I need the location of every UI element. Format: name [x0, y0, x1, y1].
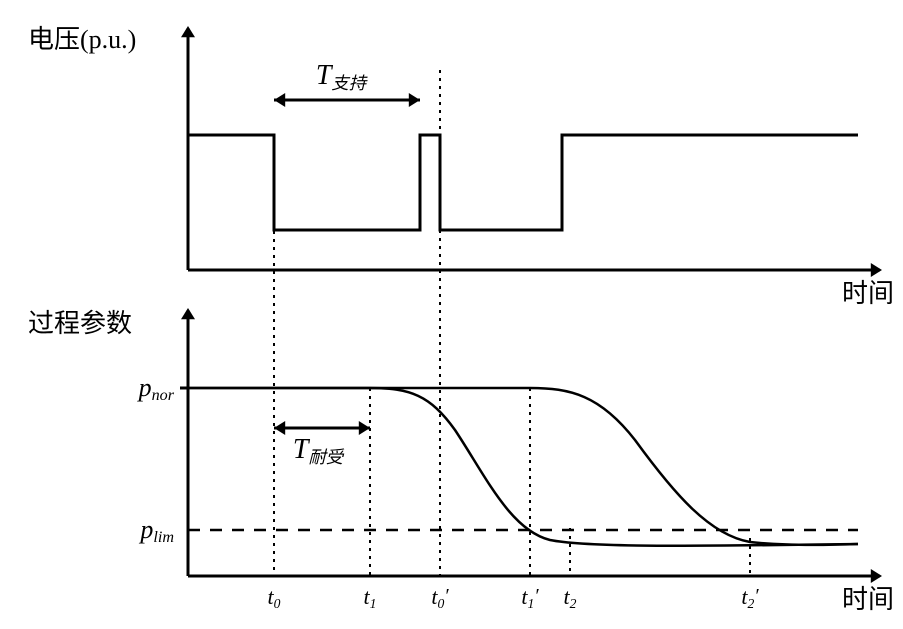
voltage-y-label: 电压(p.u.) — [28, 25, 136, 54]
process-x-label: 时间 — [842, 585, 894, 614]
xtick-t2p: t2′ — [741, 584, 759, 611]
ylabel-pnor: pnor — [137, 373, 175, 404]
process-plot: 过程参数时间pnorplimT耐受t0t1t0′t1′t2t2′ — [28, 70, 894, 614]
arrowhead-icon — [409, 93, 420, 107]
ylabel-plim: plim — [138, 515, 174, 546]
tolerance-interval-label: T耐受 — [293, 434, 345, 467]
xtick-t0p: t0′ — [431, 584, 449, 611]
arrowhead-icon — [181, 308, 195, 319]
diagram-svg: 电压(p.u.)时间T支持过程参数时间pnorplimT耐受t0t1t0′t1′… — [10, 10, 903, 619]
xtick-t2: t2 — [564, 584, 577, 611]
arrowhead-icon — [181, 26, 195, 37]
voltage-plot: 电压(p.u.) 时间 T支持 — [28, 25, 894, 308]
arrowhead-icon — [871, 263, 882, 277]
voltage-x-label: 时间 — [842, 279, 894, 308]
process-y-label: 过程参数 — [28, 309, 132, 338]
xtick-t1p: t1′ — [521, 584, 539, 611]
arrowhead-icon — [871, 569, 882, 583]
voltage-waveform — [188, 135, 858, 230]
arrowhead-icon — [274, 93, 285, 107]
process-curve-1 — [188, 388, 858, 546]
process-curve-2 — [188, 388, 858, 545]
support-interval-label: T支持 — [316, 60, 368, 93]
xtick-t1: t1 — [364, 584, 377, 611]
arrowhead-icon — [359, 421, 370, 435]
arrowhead-icon — [274, 421, 285, 435]
xtick-t0: t0 — [268, 584, 281, 611]
